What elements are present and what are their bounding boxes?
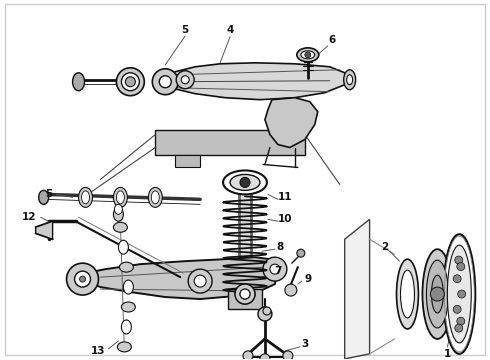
Circle shape — [125, 77, 135, 87]
Ellipse shape — [400, 270, 415, 318]
Text: 5: 5 — [45, 189, 52, 199]
Ellipse shape — [118, 342, 131, 352]
Text: 6: 6 — [328, 35, 335, 45]
Ellipse shape — [230, 175, 260, 190]
Ellipse shape — [39, 190, 49, 204]
Polygon shape — [36, 221, 52, 239]
Ellipse shape — [431, 275, 443, 313]
Polygon shape — [78, 257, 278, 299]
Circle shape — [285, 284, 297, 296]
Ellipse shape — [78, 188, 93, 207]
Text: 13: 13 — [91, 346, 106, 356]
Text: 1: 1 — [444, 349, 451, 359]
Text: 9: 9 — [304, 274, 311, 284]
Polygon shape — [228, 289, 262, 309]
Ellipse shape — [223, 170, 267, 194]
Ellipse shape — [422, 249, 452, 339]
Ellipse shape — [148, 188, 162, 207]
Circle shape — [235, 284, 255, 304]
Ellipse shape — [297, 48, 319, 62]
Circle shape — [74, 271, 91, 287]
Text: 7: 7 — [274, 266, 282, 276]
Circle shape — [263, 257, 287, 281]
Polygon shape — [155, 130, 305, 154]
Polygon shape — [265, 98, 318, 148]
Circle shape — [235, 284, 255, 304]
Ellipse shape — [73, 73, 84, 91]
Ellipse shape — [151, 191, 159, 204]
Circle shape — [122, 73, 139, 91]
Circle shape — [263, 307, 271, 315]
Circle shape — [194, 275, 206, 287]
Circle shape — [240, 289, 250, 299]
Polygon shape — [175, 154, 200, 167]
Ellipse shape — [81, 191, 90, 204]
Ellipse shape — [443, 234, 475, 354]
Circle shape — [188, 269, 212, 293]
Circle shape — [79, 276, 86, 282]
Ellipse shape — [115, 204, 122, 214]
Circle shape — [305, 52, 311, 58]
Text: 2: 2 — [381, 242, 388, 252]
Circle shape — [283, 351, 293, 360]
Circle shape — [240, 289, 250, 299]
Ellipse shape — [113, 188, 127, 207]
Ellipse shape — [120, 262, 133, 272]
Ellipse shape — [346, 75, 353, 85]
Text: 5: 5 — [182, 25, 189, 35]
Circle shape — [457, 262, 465, 271]
Circle shape — [297, 249, 305, 257]
Text: 12: 12 — [22, 212, 36, 222]
Circle shape — [260, 354, 270, 360]
Circle shape — [453, 305, 461, 313]
Circle shape — [258, 307, 272, 321]
Ellipse shape — [301, 51, 315, 59]
Text: 3: 3 — [301, 339, 308, 349]
Circle shape — [457, 317, 465, 325]
Circle shape — [455, 324, 463, 332]
Text: 4: 4 — [226, 25, 234, 35]
Circle shape — [159, 76, 171, 88]
Circle shape — [453, 275, 461, 283]
Ellipse shape — [113, 222, 127, 232]
Ellipse shape — [396, 259, 418, 329]
Text: 11: 11 — [278, 192, 292, 202]
Ellipse shape — [119, 240, 128, 254]
Polygon shape — [344, 219, 369, 359]
Circle shape — [458, 290, 466, 298]
Ellipse shape — [426, 260, 448, 328]
Circle shape — [270, 264, 280, 274]
Text: 10: 10 — [278, 214, 292, 224]
Polygon shape — [162, 63, 350, 100]
Ellipse shape — [117, 191, 124, 204]
Ellipse shape — [113, 207, 123, 221]
Circle shape — [67, 263, 98, 295]
Circle shape — [152, 69, 178, 95]
Ellipse shape — [447, 245, 471, 343]
Ellipse shape — [122, 302, 135, 312]
Ellipse shape — [343, 70, 356, 90]
Circle shape — [455, 256, 463, 264]
Circle shape — [240, 177, 250, 188]
Circle shape — [176, 71, 194, 89]
FancyBboxPatch shape — [5, 4, 485, 355]
Ellipse shape — [123, 280, 133, 294]
Ellipse shape — [122, 320, 131, 334]
Circle shape — [117, 68, 145, 96]
Text: 8: 8 — [276, 242, 284, 252]
Circle shape — [430, 287, 444, 301]
Polygon shape — [239, 194, 251, 294]
Circle shape — [243, 351, 253, 360]
Circle shape — [181, 76, 189, 84]
